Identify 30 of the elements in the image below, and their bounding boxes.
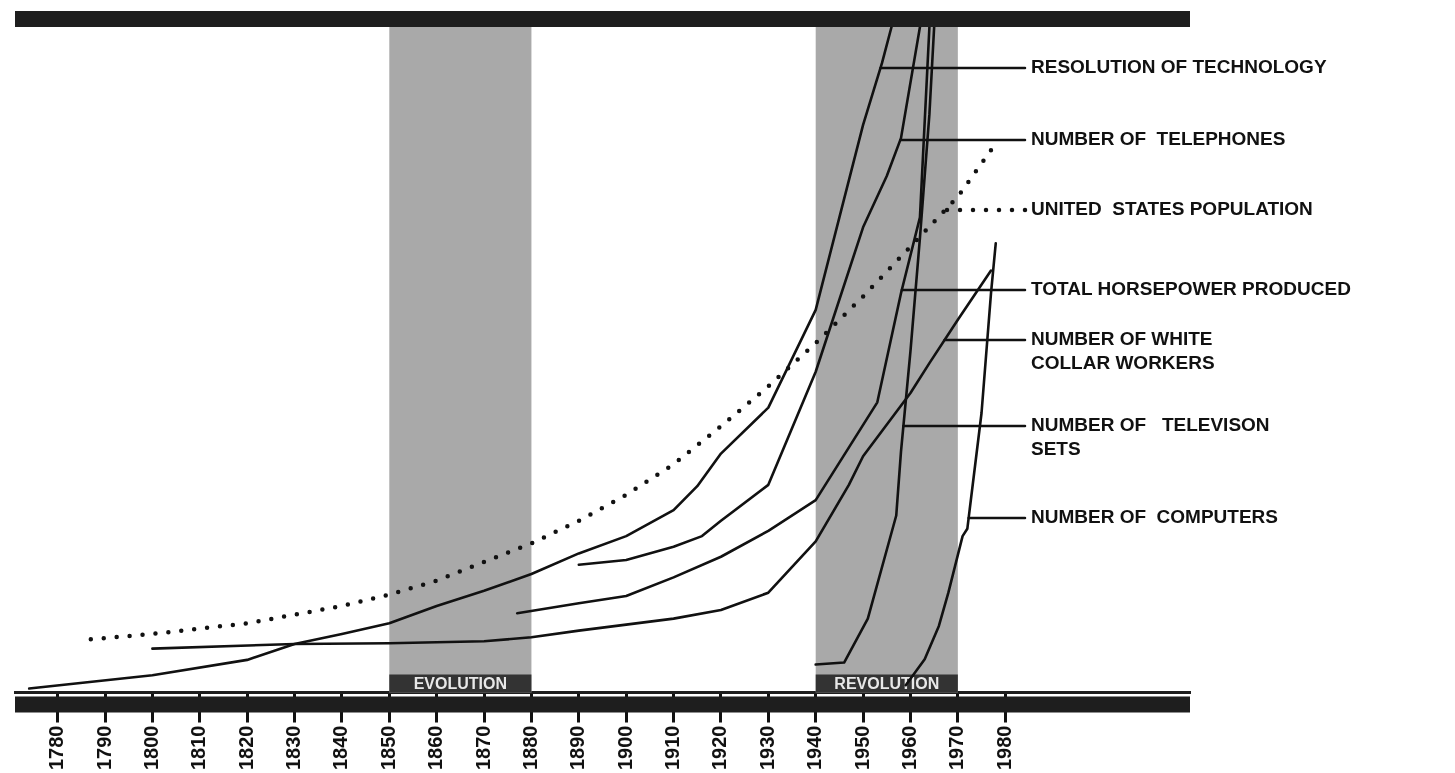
text: NUMBER OF TELEPHONES: [1031, 128, 1286, 150]
x-tick-label: 1840: [329, 725, 352, 771]
x-tick-label: 1900: [613, 725, 636, 771]
x-tick-label: 1880: [518, 725, 541, 771]
x-tick-label: 1930: [755, 725, 778, 771]
text: TOTAL HORSEPOWER PRODUCED: [1031, 278, 1351, 300]
x-tick-label: 1810: [187, 725, 210, 771]
x-tick-label: 1940: [803, 725, 826, 771]
band-label: EVOLUTION: [413, 674, 508, 692]
x-tick-label: 1910: [661, 725, 684, 771]
x-tick-label: 1850: [376, 725, 399, 771]
x-tick-label: 1790: [92, 725, 115, 771]
x-tick-label: 1920: [708, 725, 731, 771]
x-tick-label: 1980: [992, 725, 1015, 771]
x-tick-label: 1960: [897, 725, 920, 771]
x-tick-label: 1970: [945, 725, 968, 771]
x-tick-label: 1860: [424, 725, 447, 771]
x-tick-label: 1780: [45, 725, 68, 771]
legend-label: NUMBER OF WHITE COLLAR WORKERS: [1031, 328, 1215, 374]
text: RESOLUTION OF TECHNOLOGY: [1031, 56, 1327, 78]
legend-label: NUMBER OF COMPUTERS: [1031, 506, 1278, 528]
x-tick-label: 1820: [234, 725, 257, 771]
text: NUMBER OF TELEVISON SETS: [1031, 414, 1270, 460]
x-tick-label: 1890: [566, 725, 589, 771]
band-label: REVOLUTION: [834, 674, 940, 692]
x-tick-label: 1950: [850, 725, 873, 771]
x-tick-label: 1800: [139, 725, 162, 771]
legend-label: UNITED STATES POPULATION: [1031, 198, 1313, 220]
x-tick-label: 1870: [471, 725, 494, 771]
x-tick-label: 1830: [282, 725, 305, 771]
